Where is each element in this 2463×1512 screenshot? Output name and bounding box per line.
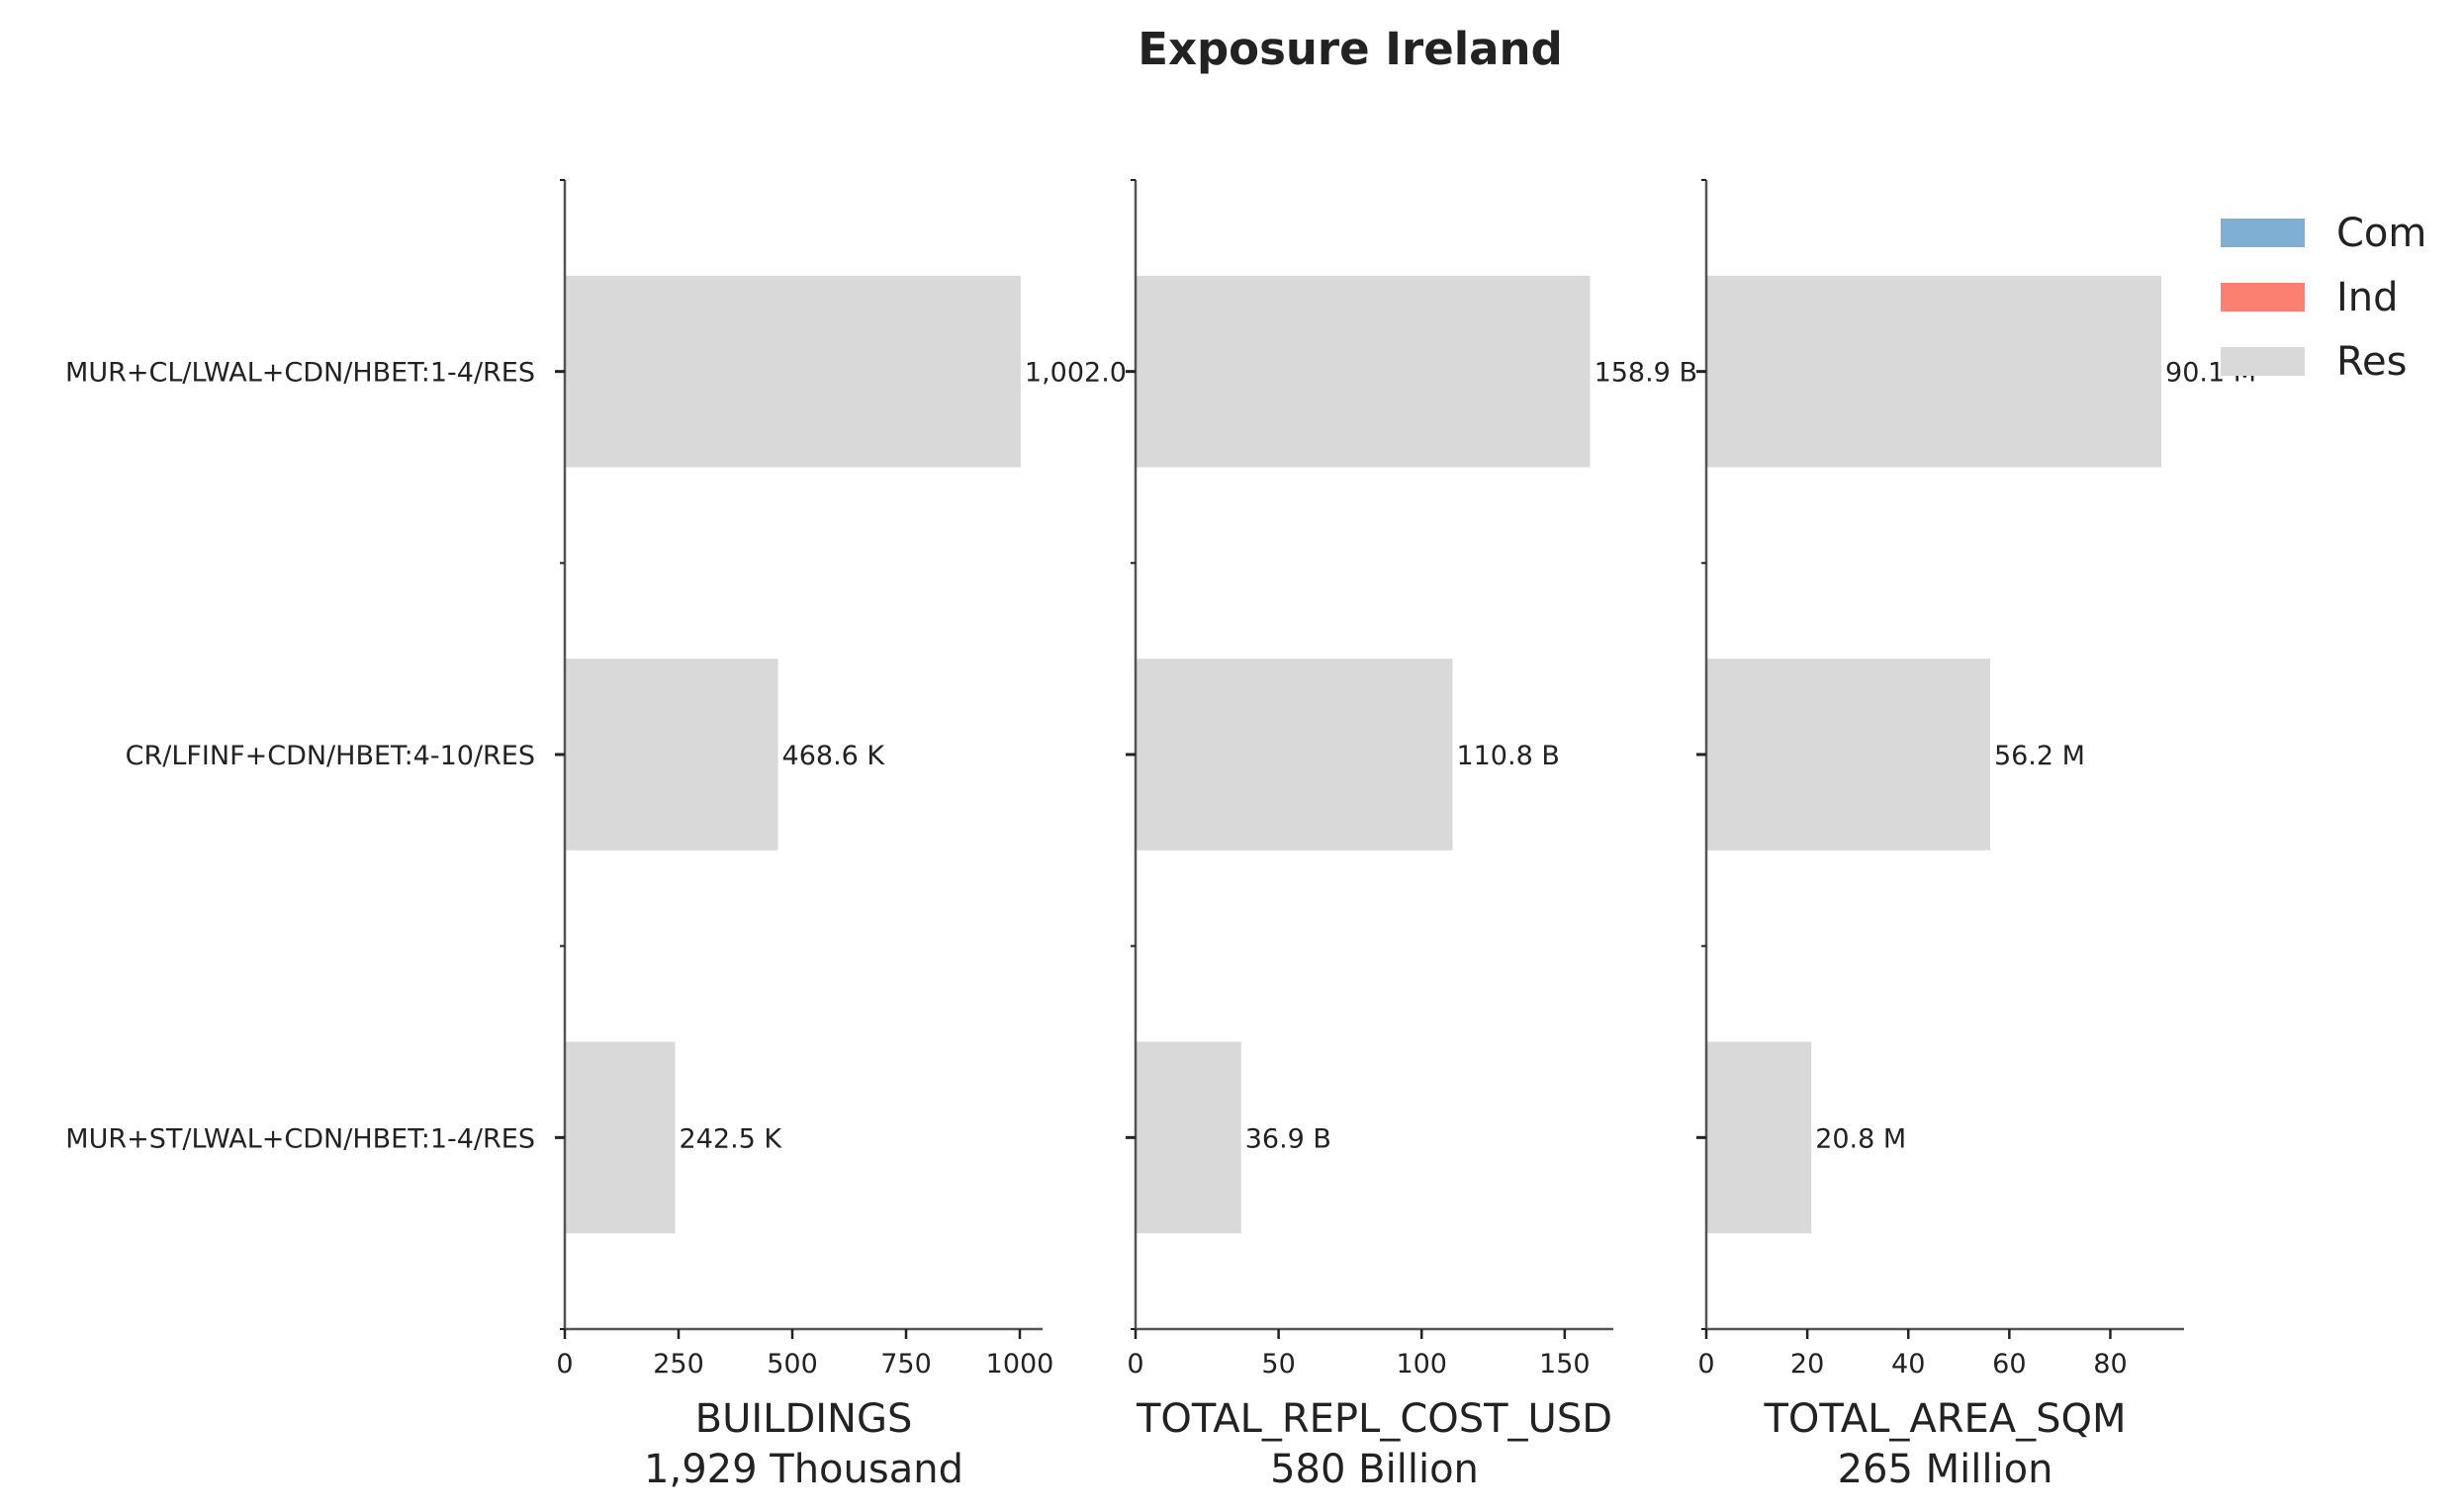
x-tick-label: 250 <box>653 1349 704 1379</box>
chart-title: Exposure Ireland <box>1138 23 1563 75</box>
legend-label: Ind <box>2336 275 2399 320</box>
x-tick-label: 60 <box>1992 1349 2026 1379</box>
data-label: 468.6 K <box>782 741 886 771</box>
bar <box>1706 1041 1812 1234</box>
bar <box>1706 275 2162 468</box>
data-label: 36.9 B <box>1245 1123 1331 1154</box>
panel-3: 90.1 M56.2 M20.8 M0 20 40 60 80TOTAL_AREA_SQ… <box>1696 179 2256 1492</box>
category-label: MUR+ST/LWAL+CDN/HBET:1-4/RES <box>65 1123 535 1154</box>
x-tick-label: 0 <box>1127 1349 1143 1379</box>
x-tick-label: 40 <box>1891 1349 1925 1379</box>
legend-label: Com <box>2336 211 2426 256</box>
x-tick-label: 750 <box>880 1349 932 1379</box>
x-tick-label: 1000 <box>986 1349 1054 1379</box>
bar <box>1136 275 1591 468</box>
x-axis-subtitle: 580 Billion <box>1270 1447 1479 1492</box>
x-tick-label: 100 <box>1396 1349 1447 1379</box>
x-tick-label: 80 <box>2093 1349 2127 1379</box>
data-label: 158.9 B <box>1595 358 1697 389</box>
legend: Com Ind Res <box>2221 211 2426 385</box>
data-label: 1,002.0 <box>1025 358 1127 389</box>
bar <box>1136 1041 1241 1234</box>
panel-1: 1,002.0 468.6 K 242.5 K MUR+CL/LWAL+CDN/HBE… <box>65 179 1127 1492</box>
bar <box>1706 659 1990 850</box>
x-axis-label: BUILDINGS <box>695 1396 913 1442</box>
x-tick-label: 150 <box>1539 1349 1591 1379</box>
legend-swatch <box>2221 219 2305 247</box>
x-tick-label: 0 <box>556 1349 573 1379</box>
data-label: 110.8 B <box>1456 741 1559 771</box>
legend-label: Res <box>2336 339 2407 385</box>
x-tick-label: 0 <box>1697 1349 1714 1379</box>
panel-2: 158.9 B 110.8 B 36.9 B 0 50 100 150 TOTAL_REPL_… <box>1126 179 1697 1492</box>
x-axis-label: TOTAL_AREA_SQM <box>1763 1396 2126 1442</box>
x-tick-label: 20 <box>1790 1349 1824 1379</box>
bar <box>565 275 1021 468</box>
data-label: 56.2 M <box>1994 741 2085 771</box>
bar <box>565 1041 676 1234</box>
panels: 1,002.0 468.6 K 242.5 K MUR+CL/LWAL+CDN/HBE… <box>65 179 2256 1492</box>
x-axis-subtitle: 1,929 Thousand <box>644 1447 963 1492</box>
data-label: 242.5 K <box>680 1123 783 1154</box>
x-tick-label: 50 <box>1261 1349 1295 1379</box>
bar <box>1136 659 1453 850</box>
x-axis-label: TOTAL_REPL_COST_USD <box>1136 1396 1612 1442</box>
category-label: MUR+CL/LWAL+CDN/HBET:1-4/RES <box>65 358 535 389</box>
bar <box>565 659 778 850</box>
x-axis-subtitle: 265 Million <box>1838 1447 2053 1492</box>
data-label: 20.8 M <box>1815 1123 1906 1154</box>
category-label: CR/LFINF+CDN/HBET:4-10/RES <box>126 741 535 771</box>
x-tick-label: 500 <box>767 1349 818 1379</box>
legend-swatch <box>2221 283 2305 311</box>
legend-swatch <box>2221 347 2305 376</box>
